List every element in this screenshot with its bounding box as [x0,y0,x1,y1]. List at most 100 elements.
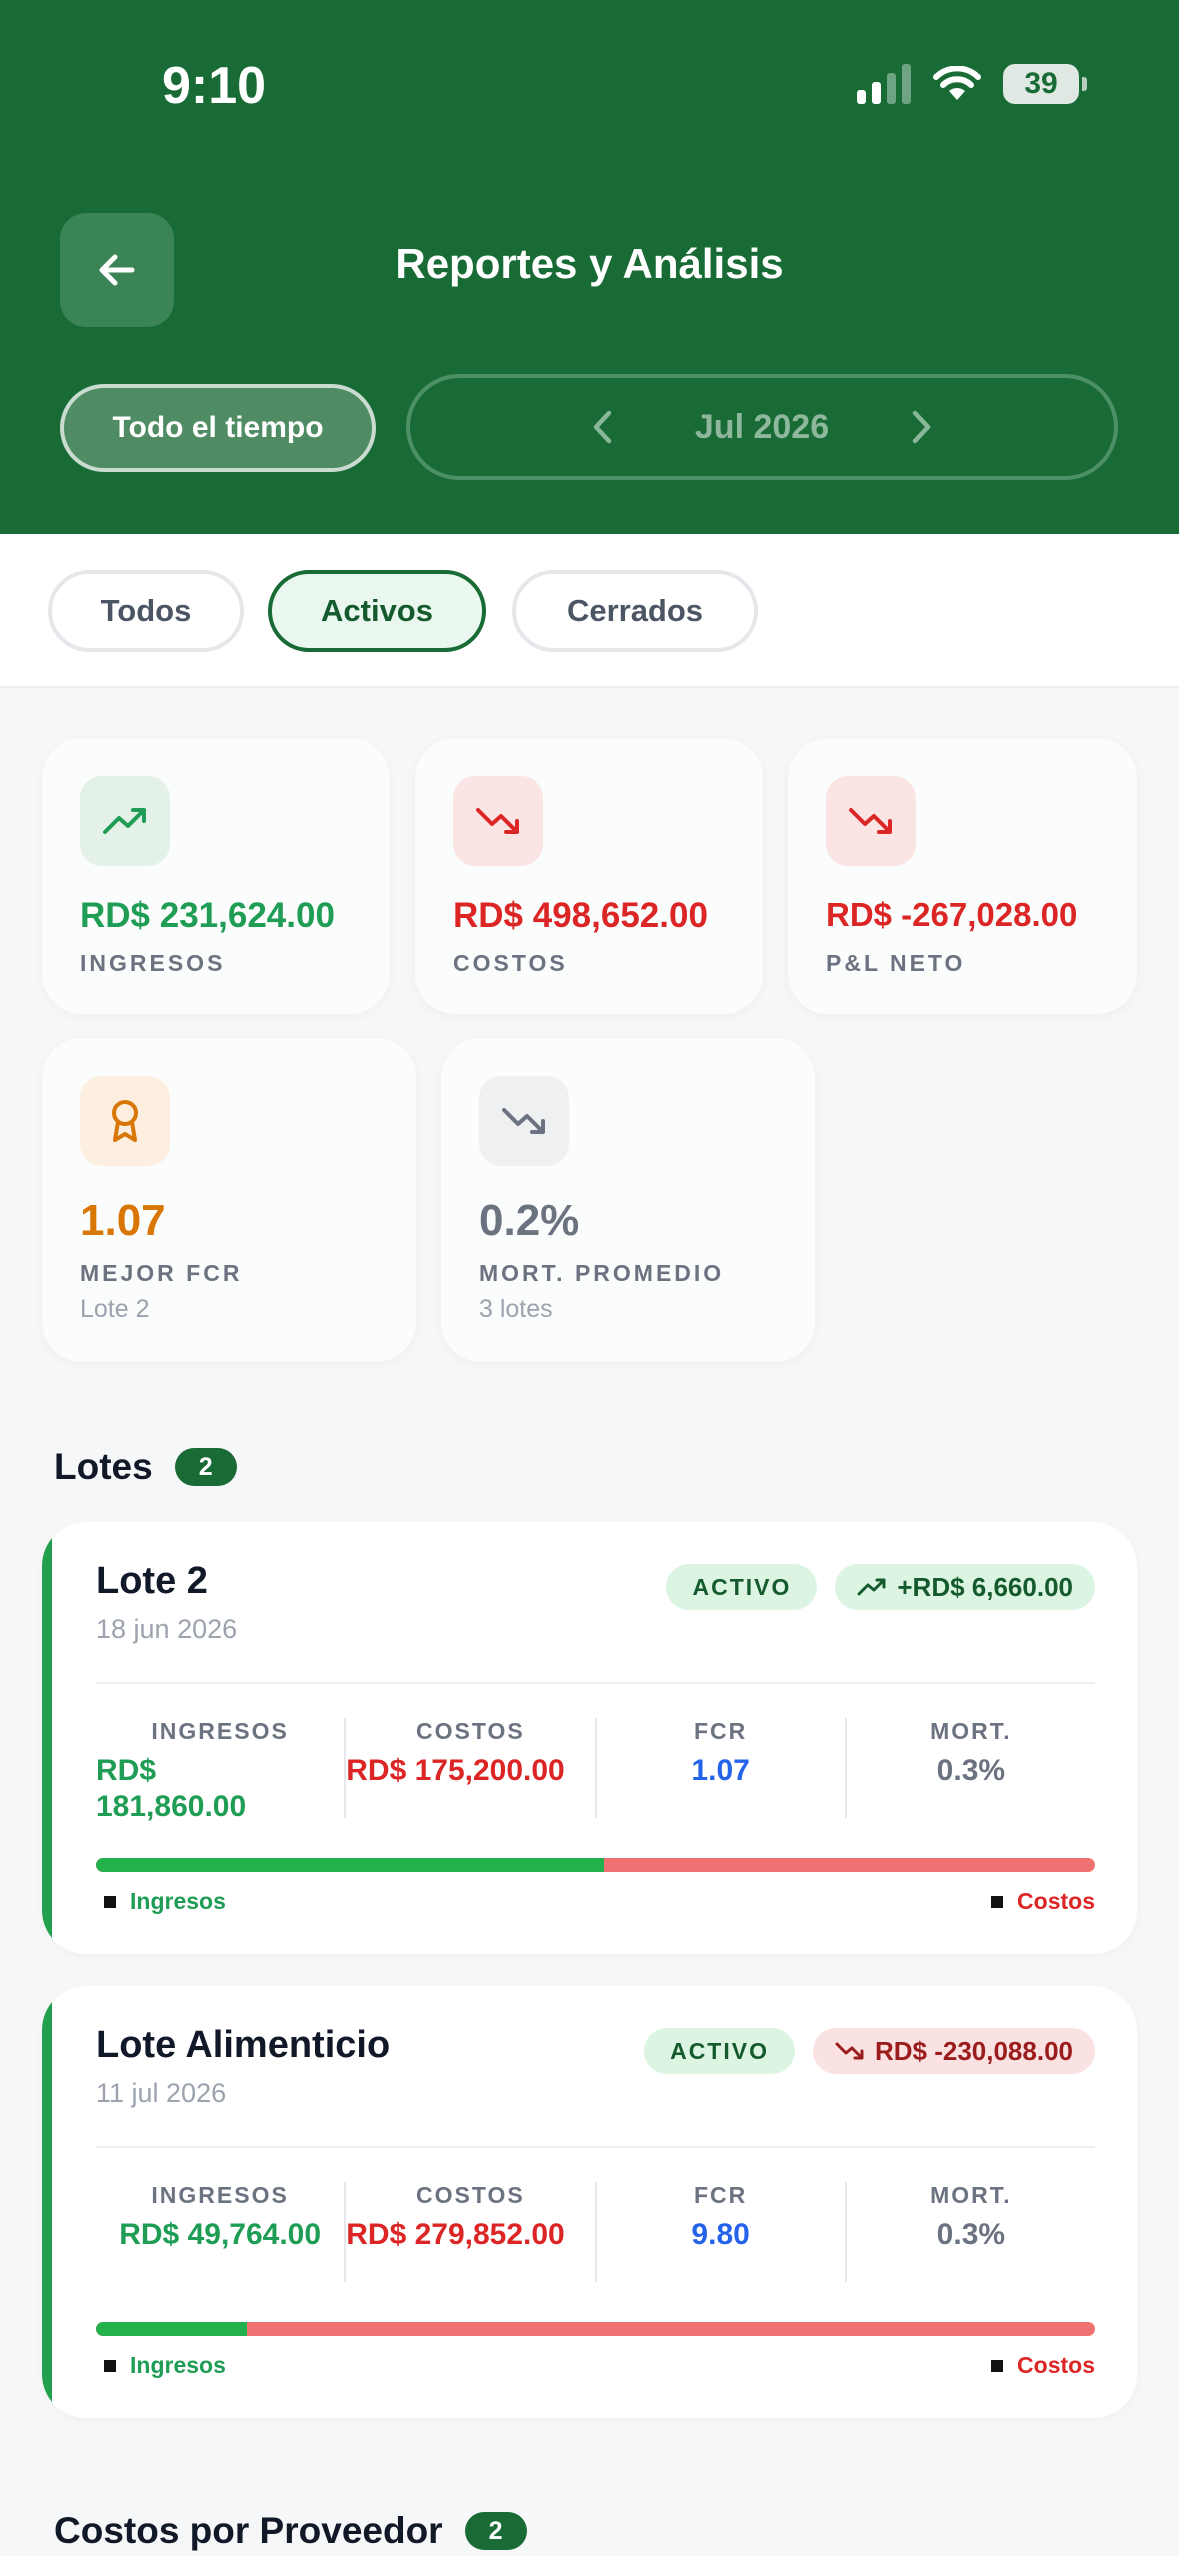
arrow-left-icon [99,254,135,286]
metric-ingresos-value: RD$ 181,860.00 [96,1754,247,1823]
lot-badges: ACTIVO +RD$ 6,660.00 [666,1564,1095,1610]
status-badge: ACTIVO [644,2028,795,2074]
legend-ingresos-label: Ingresos [130,1888,226,1914]
card-costos: RD$ 498,652.00 COSTOS [415,738,763,1014]
metric-costos-value: RD$ 279,852.00 [346,2218,565,2251]
pl-badge: +RD$ 6,660.00 [835,1564,1095,1610]
chevron-left-icon[interactable] [589,408,617,446]
trending-up-icon [857,1578,886,1596]
month-label: Jul 2026 [694,407,830,446]
legend-costos-label: Costos [1017,2352,1095,2378]
wifi-icon [933,66,981,100]
metric-costos-value: RD$ 175,200.00 [346,1754,565,1787]
legend-ingresos: Ingresos [104,2352,226,2379]
lot-metrics: INGRESOS RD$ 49,764.00 COSTOS RD$ 279,85… [96,2182,1095,2282]
page-title: Reportes y Análisis [395,240,784,287]
chevron-right-icon[interactable] [907,408,935,446]
lot-card[interactable]: Lote Alimenticio 11 jul 2026 ACTIVO RD$ … [42,1986,1137,2418]
trending-down-icon [453,776,543,866]
metric-label: COSTOS [416,1718,525,1744]
card-ingresos: RD$ 231,624.00 INGRESOS [42,738,390,1014]
trending-down-icon [835,2042,864,2060]
lot-name: Lote 2 [96,1560,208,1602]
mejor-fcr-sub: Lote 2 [80,1295,150,1323]
legend-costos: Costos [991,2352,1095,2379]
divider [96,1682,1095,1684]
metric-costos: COSTOS RD$ 175,200.00 [344,1718,594,1818]
lot-date: 18 jun 2026 [96,1614,238,1644]
header: 9:10 39 Reportes y Análisis Todo el tiem… [0,0,1179,534]
metric-mort: MORT. 0.3% [844,2182,1095,2282]
battery-icon: 39 [1003,64,1087,104]
card-mortalidad: 0.2% MORT. PROMEDIO 3 lotes [441,1038,815,1362]
tab-todos[interactable]: Todos [48,570,244,652]
status-icons: 39 [857,64,1087,104]
lot-accent-bar [42,1522,52,1954]
suppliers-count-badge: 2 [464,2512,527,2550]
metric-ingresos: INGRESOS RD$ 181,860.00 [96,1718,344,1823]
lots-section-title: Lotes [54,1446,153,1487]
legend-swatch [991,2359,1004,2372]
legend-costos-label: Costos [1017,1888,1095,1914]
filter-tabs: Todos Activos Cerrados [0,534,1179,688]
tab-activos[interactable]: Activos [268,570,486,652]
legend-ingresos-label: Ingresos [130,2352,226,2378]
ingresos-label: INGRESOS [80,950,226,976]
lot-card[interactable]: Lote 2 18 jun 2026 ACTIVO +RD$ 6,660.00 … [42,1522,1137,1954]
legend-swatch [991,1895,1004,1908]
metric-label: INGRESOS [151,2182,289,2208]
trending-up-icon [80,776,170,866]
metric-label: MORT. [930,1718,1012,1744]
lots-count-badge: 2 [174,1448,237,1486]
metric-label: FCR [693,2182,748,2208]
cellular-signal-icon [857,64,911,104]
legend-ingresos: Ingresos [104,1888,226,1915]
pl-neto-label: P&L NETO [826,950,966,976]
legend-swatch [104,2359,116,2372]
pl-value: RD$ -230,088.00 [874,2035,1073,2066]
income-cost-bar [96,2322,1095,2336]
lot-badges: ACTIVO RD$ -230,088.00 [644,2028,1095,2074]
metric-costos: COSTOS RD$ 279,852.00 [344,2182,594,2282]
income-bar-fill [96,1858,605,1872]
award-icon [80,1076,170,1166]
divider [96,2146,1095,2148]
pl-value: +RD$ 6,660.00 [897,1571,1073,1602]
legend-costos: Costos [991,1888,1095,1915]
card-mejor-fcr: 1.07 MEJOR FCR Lote 2 [42,1038,416,1362]
metric-mort-value: 0.3% [936,2218,1006,2251]
costos-label: COSTOS [453,950,568,976]
mejor-fcr-label: MEJOR FCR [80,1260,243,1286]
all-time-button[interactable]: Todo el tiempo [60,384,376,472]
mortalidad-sub: 3 lotes [479,1295,553,1323]
income-bar-fill [96,2322,247,2336]
metric-label: COSTOS [416,2182,525,2208]
income-cost-bar [96,1858,1095,1872]
lot-metrics: INGRESOS RD$ 181,860.00 COSTOS RD$ 175,2… [96,1718,1095,1823]
pl-badge: RD$ -230,088.00 [812,2028,1095,2074]
metric-fcr-value: 1.07 [691,1754,750,1787]
metric-ingresos: INGRESOS RD$ 49,764.00 [96,2182,344,2282]
suppliers-section-title: Costos por Proveedor [54,2510,443,2551]
metric-label: INGRESOS [151,1718,289,1744]
pl-neto-value: RD$ -267,028.00 [826,896,1078,933]
mortalidad-value: 0.2% [479,1196,580,1245]
tab-cerrados[interactable]: Cerrados [512,570,758,652]
month-selector: Jul 2026 [406,374,1118,480]
metric-label: MORT. [930,2182,1012,2208]
lot-name: Lote Alimenticio [96,2024,391,2066]
trending-down-icon [479,1076,569,1166]
metric-mort-value: 0.3% [936,1754,1006,1787]
trending-down-icon [826,776,916,866]
card-pl-neto: RD$ -267,028.00 P&L NETO [788,738,1137,1014]
metric-ingresos-value: RD$ 49,764.00 [119,2218,322,2251]
metric-label: FCR [693,1718,748,1744]
back-button[interactable] [60,213,174,327]
lot-accent-bar [42,1986,52,2418]
legend-swatch [104,1895,116,1908]
mortalidad-label: MORT. PROMEDIO [479,1260,725,1286]
lot-date: 11 jul 2026 [96,2078,227,2108]
metric-fcr: FCR 9.80 [594,2182,845,2282]
status-badge: ACTIVO [666,1564,818,1610]
suppliers-section-header: Costos por Proveedor 2 [54,2510,527,2552]
